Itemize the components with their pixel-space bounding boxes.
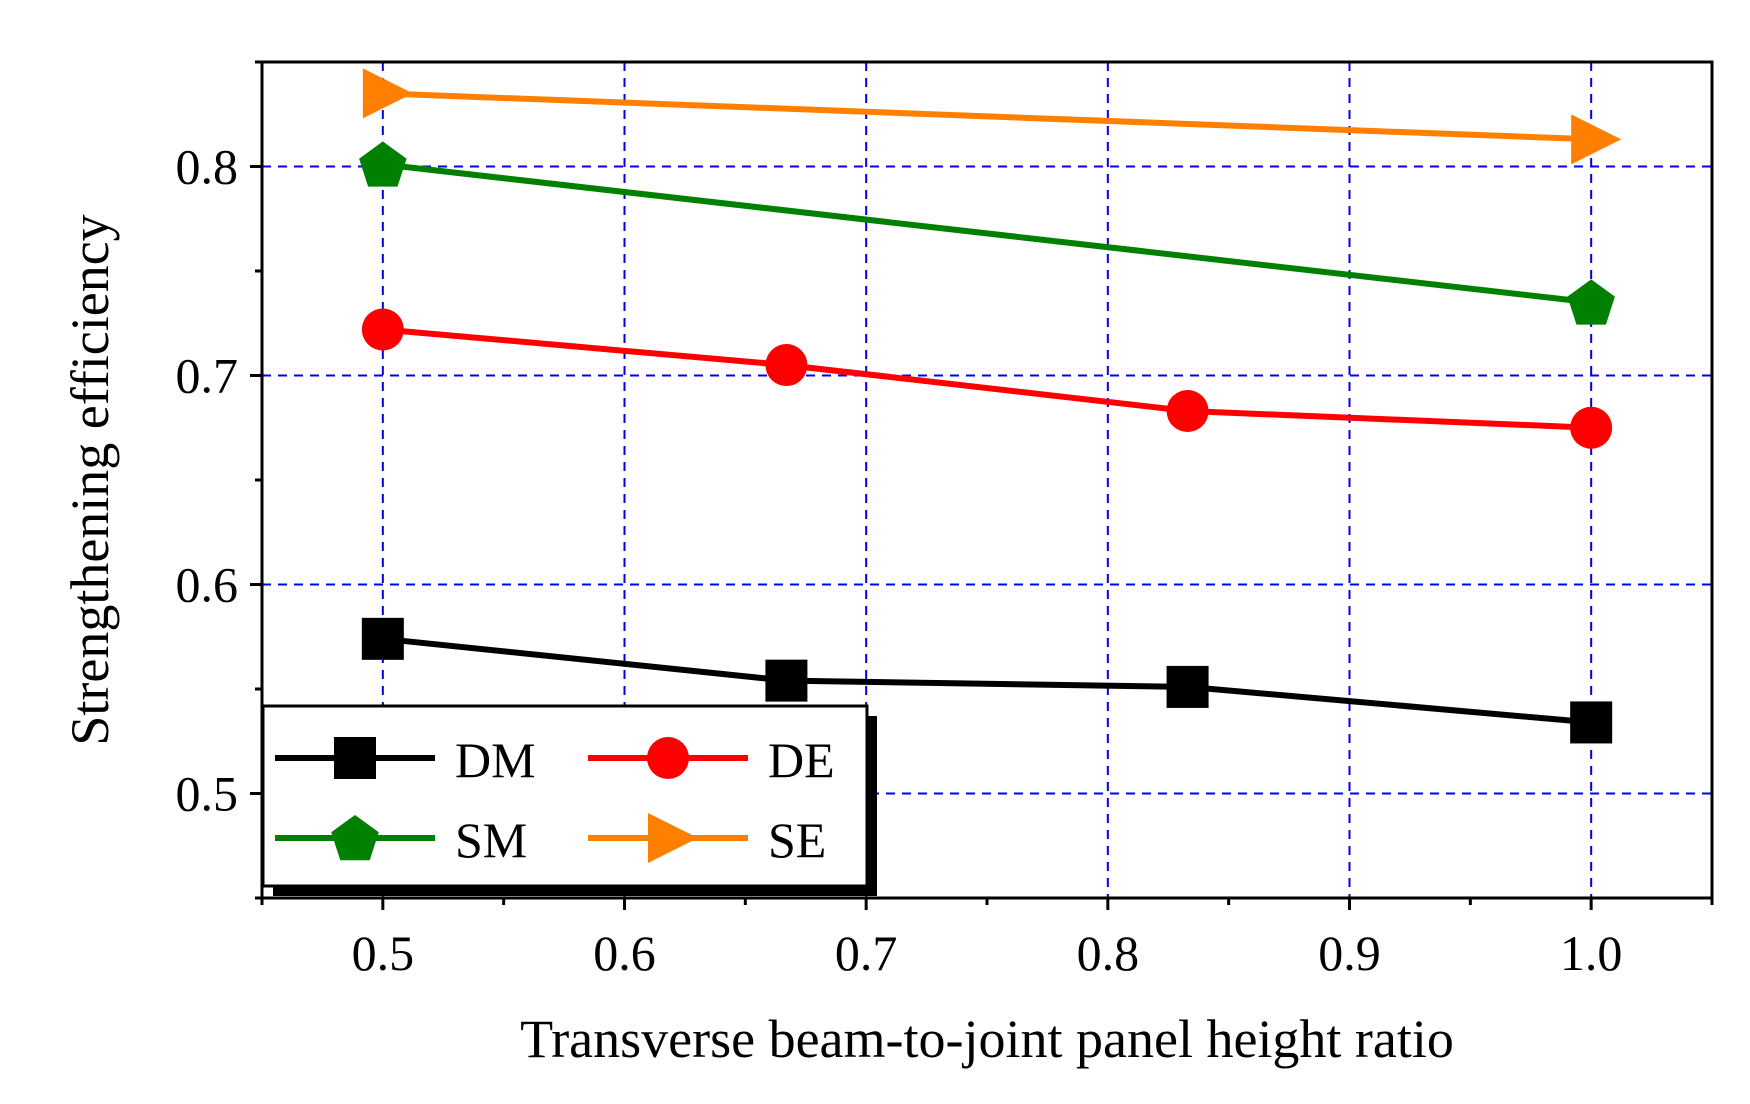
data-point-se [362,68,413,119]
x-tick-label: 0.6 [593,925,656,981]
data-point-dm [1570,701,1613,744]
axis-ticks: 0.5 0.6 0.7 0.8 0.9 1.0 0.5 0.6 0.7 0.8 [176,60,1714,981]
series-line-dm [382,635,1592,726]
data-point-de [361,308,404,351]
legend-marker [648,813,698,863]
legend-label: DE [768,732,835,788]
y-tick-label: 0.7 [176,348,239,404]
x-tick-label: 1.0 [1560,925,1623,981]
legend: DM DE SM SE [261,704,877,896]
data-point-se [1571,114,1622,165]
data-point-sm [1567,279,1615,325]
x-axis-title: Transverse beam-to-joint panel height ra… [520,1009,1454,1069]
y-tick-label: 0.5 [176,766,239,822]
legend-item-se: SE [588,812,826,868]
legend-item-de: DE [588,732,835,788]
y-axis-title: Strengthening efficiency [60,214,120,745]
data-point-dm [1166,665,1209,708]
x-tick-label: 0.8 [1077,925,1140,981]
x-tick-label: 0.9 [1318,925,1381,981]
data-point-de [1166,390,1209,433]
series-de [361,308,1613,449]
y-tick-label: 0.8 [176,139,239,195]
legend-item-sm: SM [275,812,527,868]
legend-label: DM [455,732,536,788]
data-point-dm [361,617,404,660]
series-line-se [382,90,1592,143]
x-tick-label: 0.5 [352,925,415,981]
series-se [362,68,1622,165]
legend-marker [647,737,689,779]
series-line-de [382,326,1592,431]
legend-marker [334,737,376,779]
data-point-de [1570,406,1613,449]
series-line-sm [382,161,1592,306]
y-tick-label: 0.6 [176,557,239,613]
series-sm [359,141,1615,325]
legend-item-dm: DM [275,732,536,788]
legend-label: SE [768,812,826,868]
series-layer [359,68,1622,744]
data-point-de [765,344,808,387]
data-point-sm [359,141,407,187]
series-dm [361,617,1613,744]
x-tick-label: 0.7 [835,925,898,981]
legend-label: SM [455,812,527,868]
data-point-dm [765,659,808,702]
legend-marker [331,815,379,861]
